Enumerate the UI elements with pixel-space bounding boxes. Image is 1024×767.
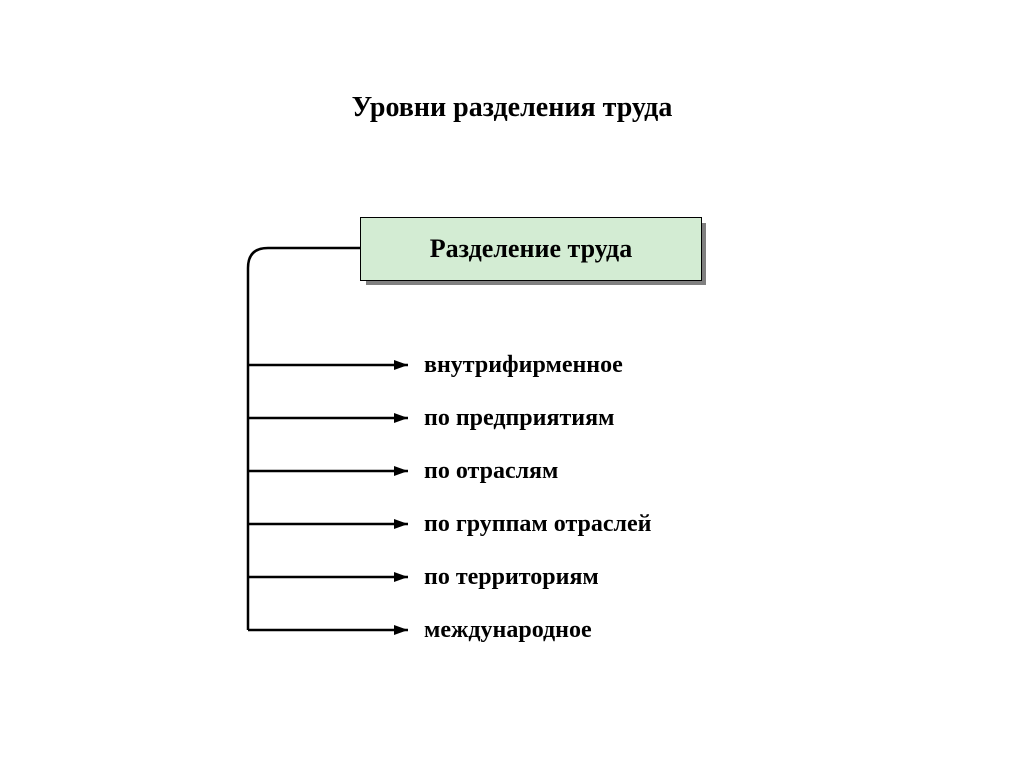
diagram-canvas: Уровни разделения труда Разделение труда… (0, 0, 1024, 767)
level-item: по отраслям (424, 458, 558, 485)
level-item: по территориям (424, 564, 599, 591)
level-item: международное (424, 617, 592, 644)
level-item: по группам отраслей (424, 511, 651, 538)
level-item: внутрифирменное (424, 352, 623, 379)
level-item: по предприятиям (424, 405, 614, 432)
connector-lines (0, 0, 1024, 767)
